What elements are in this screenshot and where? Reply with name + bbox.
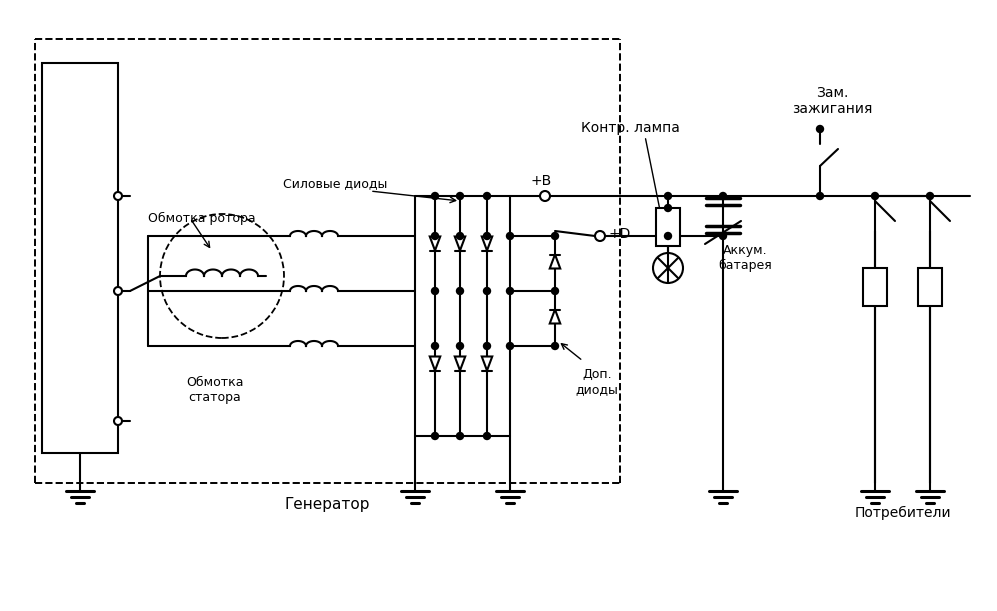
Circle shape (506, 233, 513, 240)
Circle shape (432, 433, 439, 439)
Circle shape (506, 288, 513, 295)
Circle shape (114, 287, 122, 295)
Circle shape (551, 343, 558, 349)
Circle shape (457, 192, 464, 200)
Polygon shape (455, 236, 466, 251)
Polygon shape (430, 356, 441, 370)
Text: Силовые диоды: Силовые диоды (283, 178, 387, 191)
Bar (656, 208, 680, 246)
Text: Регулятор напряжения: Регулятор напряжения (74, 185, 87, 331)
Circle shape (484, 192, 491, 200)
Circle shape (484, 288, 491, 295)
Text: Доп.
диоды: Доп. диоды (575, 368, 618, 396)
Circle shape (432, 288, 439, 295)
Circle shape (595, 231, 605, 241)
Circle shape (432, 192, 439, 200)
Polygon shape (482, 236, 493, 251)
Circle shape (114, 192, 122, 200)
Circle shape (664, 192, 672, 200)
Circle shape (457, 343, 464, 349)
Text: Зам.
зажигания: Зам. зажигания (792, 86, 872, 116)
Circle shape (817, 192, 824, 200)
Circle shape (551, 233, 558, 240)
Bar (863, 268, 887, 306)
Text: Потребители: Потребители (854, 506, 951, 520)
Circle shape (926, 192, 933, 200)
Circle shape (871, 192, 878, 200)
Circle shape (484, 343, 491, 349)
Circle shape (720, 192, 727, 200)
Circle shape (551, 288, 558, 295)
Circle shape (506, 343, 513, 349)
Circle shape (540, 191, 550, 201)
Circle shape (114, 417, 122, 425)
Circle shape (664, 233, 672, 240)
Text: Аккум.
батарея: Аккум. батарея (718, 244, 772, 272)
Circle shape (817, 125, 824, 133)
Polygon shape (455, 356, 466, 370)
Circle shape (432, 343, 439, 349)
Circle shape (457, 233, 464, 240)
Polygon shape (482, 356, 493, 370)
Circle shape (484, 233, 491, 240)
Text: +В: +В (530, 174, 551, 188)
Circle shape (484, 433, 491, 439)
Circle shape (720, 233, 727, 240)
Text: Обмотка ротора: Обмотка ротора (148, 211, 255, 224)
Text: Контр. лампа: Контр. лампа (580, 121, 679, 135)
Circle shape (664, 205, 672, 211)
Polygon shape (549, 255, 560, 268)
Polygon shape (549, 310, 560, 323)
Polygon shape (430, 236, 441, 251)
Text: Генератор: Генератор (285, 497, 370, 512)
Text: +D: +D (608, 227, 630, 241)
Circle shape (432, 233, 439, 240)
Circle shape (457, 288, 464, 295)
Circle shape (457, 433, 464, 439)
Bar (42, 63, 118, 453)
Bar (918, 268, 942, 306)
Text: Обмотка
статора: Обмотка статора (186, 376, 243, 404)
